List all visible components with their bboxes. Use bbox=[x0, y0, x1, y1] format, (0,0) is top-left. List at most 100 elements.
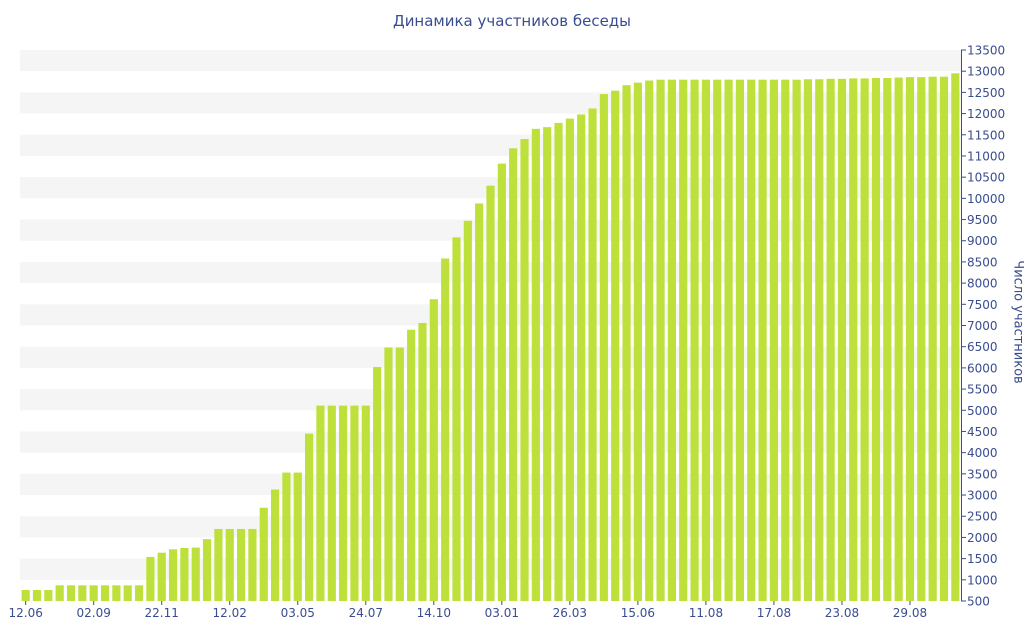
bar bbox=[395, 347, 404, 601]
bar bbox=[282, 472, 291, 601]
bar bbox=[769, 79, 779, 602]
bar bbox=[418, 322, 427, 601]
bars bbox=[21, 73, 960, 602]
x-tick-label: 24.07 bbox=[349, 606, 383, 620]
bar bbox=[78, 585, 87, 601]
bar bbox=[622, 85, 631, 602]
bar bbox=[168, 549, 178, 601]
bar bbox=[860, 78, 869, 601]
y-tick-label: 13500 bbox=[967, 44, 1005, 58]
y-tick-label: 4500 bbox=[967, 425, 998, 439]
bar bbox=[520, 139, 529, 601]
y-tick-label: 8000 bbox=[967, 277, 998, 291]
bar bbox=[327, 405, 336, 601]
chart-title: Динамика участников беседы bbox=[392, 12, 632, 30]
y-tick-label: 11500 bbox=[967, 128, 1005, 142]
y-tick-label: 9500 bbox=[967, 213, 998, 227]
bar bbox=[463, 220, 472, 601]
bar bbox=[373, 367, 382, 601]
y-tick-label: 1000 bbox=[967, 573, 998, 587]
bar bbox=[214, 528, 223, 601]
bar bbox=[543, 127, 552, 601]
y-tick-label: 11000 bbox=[967, 149, 1005, 163]
bar bbox=[917, 77, 926, 601]
y-tick-label: 10000 bbox=[967, 192, 1005, 206]
bar bbox=[803, 79, 813, 601]
bar bbox=[531, 128, 540, 601]
bar bbox=[905, 77, 915, 601]
y-tick-label: 12000 bbox=[967, 107, 1005, 121]
bar bbox=[259, 507, 268, 601]
bar bbox=[690, 79, 699, 602]
bar bbox=[645, 80, 654, 601]
bar bbox=[44, 589, 53, 601]
bar bbox=[134, 585, 144, 601]
bar bbox=[599, 94, 608, 601]
bar bbox=[826, 78, 835, 601]
y-tick-label: 6000 bbox=[967, 361, 998, 375]
y-tick-label: 10500 bbox=[967, 171, 1005, 185]
bar bbox=[497, 163, 506, 601]
bar bbox=[361, 405, 370, 601]
bar bbox=[554, 122, 563, 602]
x-tick-label: 14.10 bbox=[417, 606, 451, 620]
bar bbox=[452, 237, 461, 601]
x-ticks: 12.06 02.09 22.11 12.02 03.05 24.07 14.10 03.01… bbox=[8, 601, 927, 620]
y-tick-label: 500 bbox=[967, 595, 990, 609]
bar bbox=[815, 79, 824, 601]
bar bbox=[701, 79, 710, 602]
bar bbox=[441, 258, 450, 601]
bar bbox=[871, 77, 881, 602]
y-tick-label: 7500 bbox=[967, 298, 998, 312]
bar bbox=[271, 489, 280, 601]
bar bbox=[316, 405, 325, 601]
bar bbox=[32, 589, 42, 601]
y-tick-label: 8500 bbox=[967, 255, 998, 269]
y-tick-label: 5000 bbox=[967, 404, 998, 418]
bar bbox=[407, 329, 416, 601]
bar bbox=[100, 585, 110, 601]
x-tick-label: 22.11 bbox=[145, 606, 179, 620]
bar bbox=[633, 82, 642, 601]
x-tick-label: 17.08 bbox=[757, 606, 791, 620]
bar bbox=[202, 539, 212, 601]
bar bbox=[305, 433, 314, 601]
bar bbox=[237, 528, 246, 601]
bar bbox=[928, 76, 937, 601]
x-tick-label: 23.08 bbox=[825, 606, 859, 620]
bar bbox=[112, 585, 121, 601]
bar bbox=[611, 90, 620, 601]
bar bbox=[180, 548, 189, 601]
y-tick-label: 1500 bbox=[967, 552, 998, 566]
bar bbox=[248, 528, 257, 601]
y-tick-label: 3500 bbox=[967, 467, 998, 481]
bar bbox=[350, 405, 359, 601]
bar bbox=[939, 76, 949, 601]
bar bbox=[293, 472, 302, 601]
bar bbox=[509, 148, 518, 601]
bar bbox=[225, 528, 234, 601]
bar bbox=[713, 79, 722, 602]
y-tick-label: 5500 bbox=[967, 383, 998, 397]
bar bbox=[157, 552, 166, 601]
grid-band bbox=[20, 50, 961, 72]
x-tick-label: 11.08 bbox=[689, 606, 723, 620]
bar bbox=[89, 585, 98, 601]
bar bbox=[146, 556, 155, 601]
y-tick-label: 13000 bbox=[967, 65, 1005, 79]
bar bbox=[883, 77, 892, 602]
x-tick-label: 12.02 bbox=[213, 606, 247, 620]
bar bbox=[792, 79, 801, 602]
bar bbox=[781, 79, 790, 602]
bar bbox=[849, 78, 858, 601]
bar bbox=[486, 185, 495, 601]
bar bbox=[837, 78, 847, 601]
y-tick-label: 2500 bbox=[967, 510, 998, 524]
x-tick-label: 02.09 bbox=[77, 606, 111, 620]
y-tick-label: 2000 bbox=[967, 531, 998, 545]
bar bbox=[191, 547, 200, 601]
bar bbox=[894, 77, 903, 602]
bar bbox=[66, 585, 76, 601]
bar bbox=[384, 347, 393, 601]
x-tick-label: 15.06 bbox=[621, 606, 655, 620]
